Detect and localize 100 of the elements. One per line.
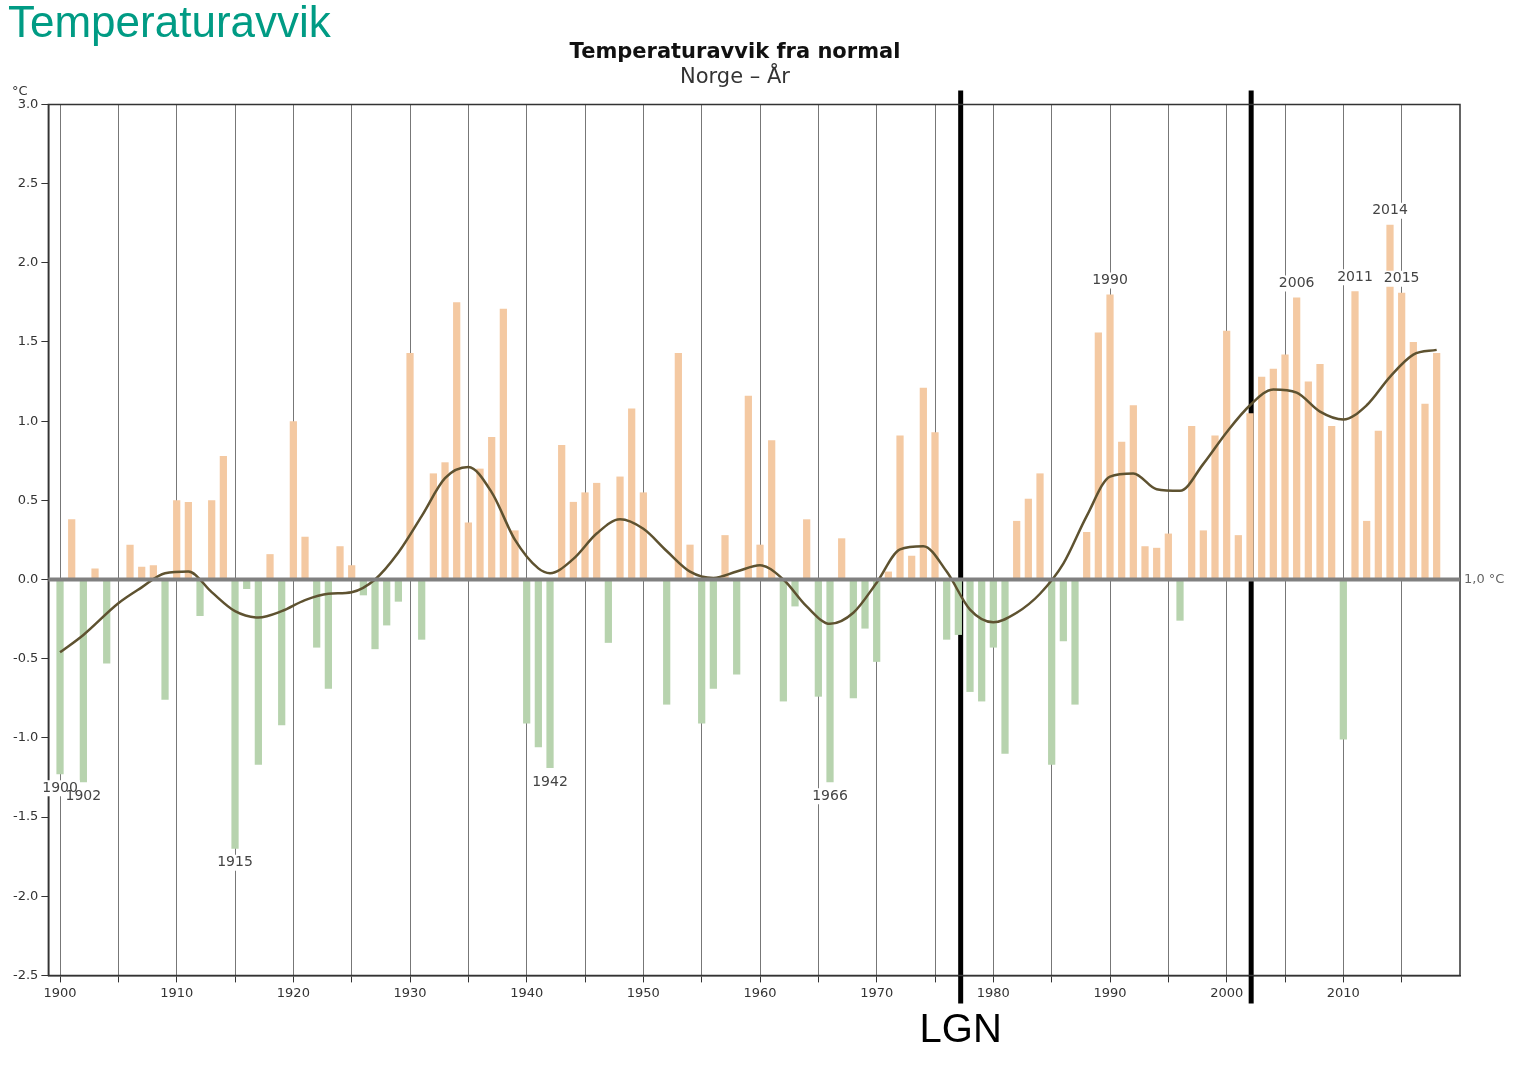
bar xyxy=(289,421,297,579)
bar xyxy=(488,436,496,579)
bar xyxy=(1094,332,1102,579)
x-tick-label: 2010 xyxy=(1326,984,1360,1000)
bar xyxy=(1246,413,1254,579)
bar xyxy=(1129,405,1137,579)
bar xyxy=(1024,498,1032,579)
x-tick-label: 1920 xyxy=(276,984,310,1000)
bar xyxy=(709,579,717,689)
bar xyxy=(604,579,612,643)
bar xyxy=(1083,531,1091,579)
bar xyxy=(873,579,881,662)
bar xyxy=(569,501,577,579)
x-tick-label: 1970 xyxy=(860,984,894,1000)
bar xyxy=(1316,364,1324,579)
bar xyxy=(418,579,426,640)
y-tick-label: -0.5 xyxy=(12,650,39,666)
bar xyxy=(1106,294,1114,579)
bar xyxy=(208,500,216,579)
bar xyxy=(698,579,706,724)
chart-subtitle: Norge – År xyxy=(680,62,791,89)
bar xyxy=(1223,330,1231,579)
bar xyxy=(838,538,846,579)
bar xyxy=(803,519,811,579)
bar xyxy=(989,579,997,648)
bar xyxy=(1269,368,1277,579)
bar xyxy=(1328,425,1336,579)
bar xyxy=(744,395,752,579)
bar xyxy=(779,579,787,702)
bar xyxy=(1281,354,1289,579)
bar xyxy=(1409,341,1417,579)
y-tick-label: -2.5 xyxy=(12,966,39,982)
bar xyxy=(1164,533,1172,579)
bar xyxy=(266,554,274,579)
bar xyxy=(768,440,776,579)
bar xyxy=(1071,579,1079,705)
bar xyxy=(1374,430,1382,579)
bar xyxy=(826,579,834,783)
annotation: 2014 xyxy=(1372,201,1408,218)
x-tick-label: 1980 xyxy=(976,984,1010,1000)
bar xyxy=(919,387,927,579)
bar xyxy=(79,579,87,783)
x-tick-label: 2000 xyxy=(1210,984,1244,1000)
bar xyxy=(1118,441,1126,579)
bar xyxy=(1339,579,1347,740)
bar xyxy=(301,536,309,579)
bar xyxy=(943,579,951,640)
bar xyxy=(593,482,601,579)
bar xyxy=(406,353,414,579)
bar xyxy=(1048,579,1056,765)
bar xyxy=(499,308,507,579)
bar xyxy=(1013,520,1021,579)
y-tick-label: -1.5 xyxy=(12,808,39,824)
bar xyxy=(126,544,134,579)
bar xyxy=(231,579,239,849)
y-tick-label: 0.5 xyxy=(17,491,39,507)
y-tick-label: 0.0 xyxy=(17,570,39,586)
y-tick-label: -1.0 xyxy=(12,729,39,745)
bar xyxy=(733,579,741,675)
bar xyxy=(628,408,636,579)
bar xyxy=(476,468,484,579)
bar xyxy=(324,579,332,689)
bar xyxy=(383,579,391,626)
bar xyxy=(103,579,111,664)
bar xyxy=(1258,376,1266,579)
text: Temperaturavvik xyxy=(8,0,331,46)
bar xyxy=(1188,425,1196,579)
line-series xyxy=(58,348,1438,654)
y-tick-label: 1.5 xyxy=(17,333,39,349)
bar xyxy=(196,579,204,616)
bar xyxy=(1234,535,1242,579)
bar xyxy=(534,579,542,748)
bar xyxy=(313,579,321,648)
bar xyxy=(663,579,671,705)
x-tick-label: 1910 xyxy=(160,984,194,1000)
bar xyxy=(429,473,437,579)
x-tick-label: 1960 xyxy=(743,984,777,1000)
bar xyxy=(639,492,647,579)
bar xyxy=(1036,473,1044,579)
x-tick-label: 1900 xyxy=(43,984,77,1000)
annotation: 2015 xyxy=(1383,269,1420,286)
bar xyxy=(931,432,939,579)
annotation: 1915 xyxy=(217,853,253,870)
bar xyxy=(56,579,64,775)
bar xyxy=(453,302,461,579)
bar xyxy=(814,579,822,697)
bar xyxy=(546,579,554,768)
bar xyxy=(1001,579,1009,754)
chart-title: Temperaturavvik fra normal xyxy=(569,39,901,64)
bar xyxy=(464,522,472,579)
bar xyxy=(558,444,566,579)
bar xyxy=(966,579,974,692)
bar xyxy=(184,501,192,579)
bar xyxy=(278,579,286,726)
x-tick-label: 1940 xyxy=(510,984,544,1000)
bar xyxy=(674,353,682,579)
bar xyxy=(173,500,181,579)
bar xyxy=(1153,547,1161,579)
bar xyxy=(371,579,379,650)
annotation: 1966 xyxy=(812,786,848,803)
